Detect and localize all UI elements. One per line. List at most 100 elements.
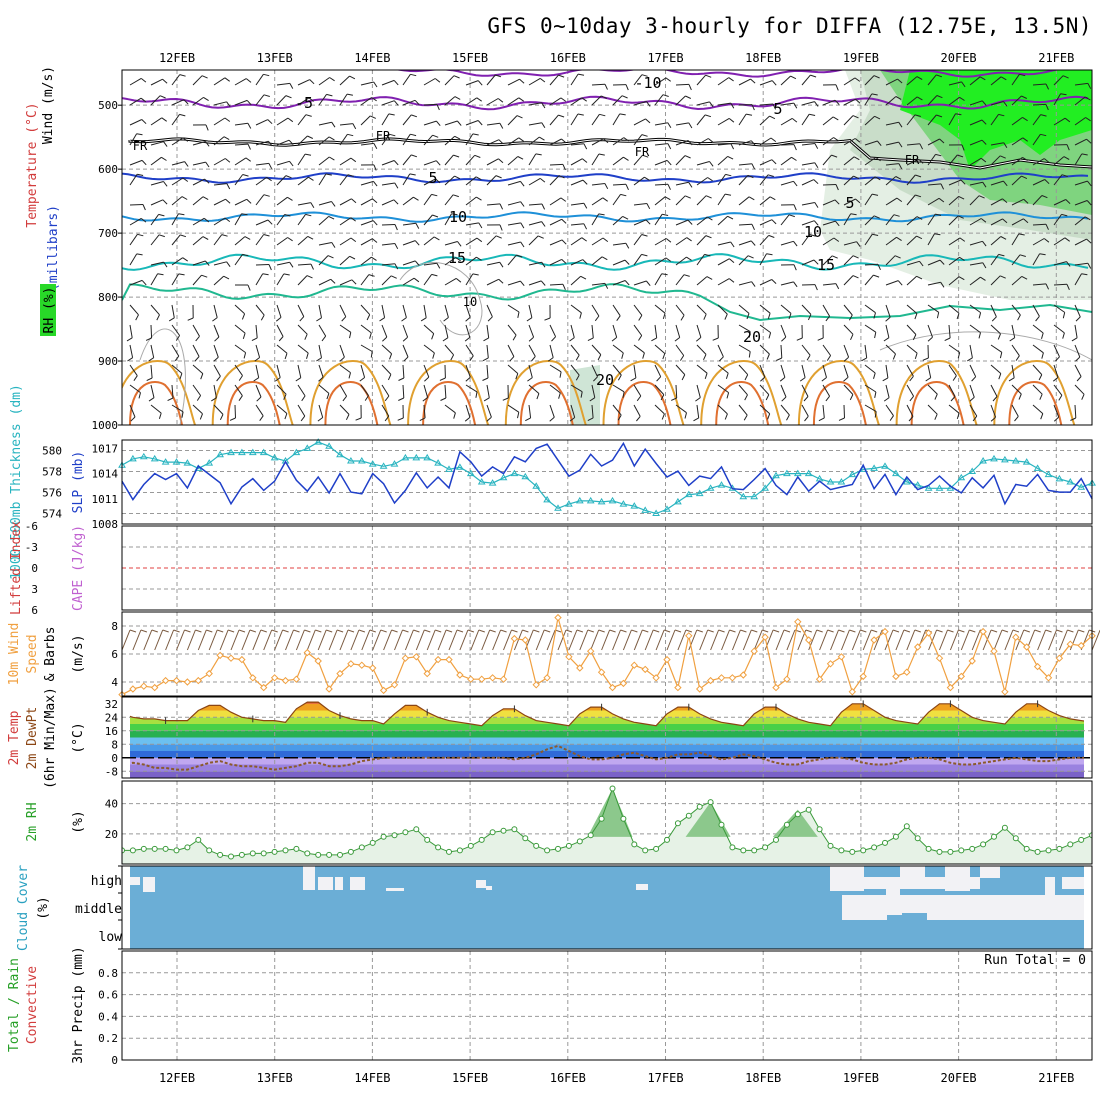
slp-tick: 1017 xyxy=(92,442,119,455)
pressure-tick: 600 xyxy=(98,163,118,176)
rh-point xyxy=(730,845,735,850)
cloud-gap xyxy=(335,877,343,890)
wind-barb xyxy=(844,405,845,418)
rh-point xyxy=(828,843,833,848)
stability-tick: 3 xyxy=(31,583,38,596)
upper-label-windtemp: Temperature (°C) xyxy=(25,102,40,227)
rh-point xyxy=(261,851,266,856)
rh-point xyxy=(1013,836,1018,841)
rh-point xyxy=(708,800,713,805)
rh-point xyxy=(686,813,691,818)
rh-point xyxy=(381,834,386,839)
rh-point xyxy=(774,837,779,842)
lifted-index-label: Lifted Index xyxy=(9,521,24,615)
cloud-gap xyxy=(972,895,1012,920)
cloud-level-label: low xyxy=(99,930,123,945)
rh-point xyxy=(588,833,593,838)
cloud-gap xyxy=(842,866,864,891)
upper-label-wind: Wind (m/s) xyxy=(41,66,56,144)
contour-label: 20 xyxy=(743,328,761,346)
precip-label-2: Convective xyxy=(25,966,40,1044)
slp-tick: 1011 xyxy=(92,493,119,506)
precip-tick: 0 xyxy=(111,1054,118,1067)
rh-point xyxy=(1035,849,1040,854)
rh-point xyxy=(752,848,757,853)
rh-point xyxy=(141,846,146,851)
temp-band xyxy=(130,771,1084,778)
rh-point xyxy=(599,816,604,821)
date-label-bottom: 21FEB xyxy=(1038,1071,1074,1085)
cloud-gap xyxy=(1062,877,1084,889)
cloud-gap xyxy=(486,886,492,890)
precip-label-1: Total / Rain xyxy=(7,958,22,1052)
rh-point xyxy=(447,849,452,854)
rh-point xyxy=(174,848,179,853)
cloud-gap xyxy=(318,877,333,890)
precip-tick: 0.4 xyxy=(98,1010,118,1023)
rh-point xyxy=(850,849,855,854)
rh-point xyxy=(479,837,484,842)
rh-point xyxy=(327,852,332,857)
wind-barb xyxy=(655,184,668,185)
date-label-bottom: 15FEB xyxy=(452,1071,488,1085)
wind-tick: 4 xyxy=(111,676,118,689)
wind-barb xyxy=(151,325,152,338)
rh-point xyxy=(294,846,299,851)
contour-label: 15 xyxy=(448,249,466,267)
contour-label: 5 xyxy=(773,100,782,118)
run-total: Run Total = 0 xyxy=(984,953,1086,968)
wind-barb xyxy=(823,185,836,186)
wind-barb xyxy=(550,284,563,285)
slp-tick: 1014 xyxy=(92,468,119,481)
temp-label-1: 2m Temp xyxy=(7,710,22,765)
rh-point xyxy=(152,846,157,851)
date-label-top: 14FEB xyxy=(354,51,390,65)
rh-point xyxy=(272,849,277,854)
contour-label: 20 xyxy=(596,371,614,389)
contour-label: 10 xyxy=(449,208,467,226)
upper-label-rh: RH (%) xyxy=(42,287,57,334)
slp-tick: 1008 xyxy=(92,518,119,531)
rh-point xyxy=(130,848,135,853)
date-label-bottom: 20FEB xyxy=(941,1071,977,1085)
rh-point xyxy=(239,852,244,857)
temp-tick: 8 xyxy=(111,738,118,751)
cloud-level-label: middle xyxy=(75,902,122,917)
rh-point xyxy=(817,827,822,832)
rh-point xyxy=(806,807,811,812)
rh-point xyxy=(861,848,866,853)
rh-point xyxy=(654,846,659,851)
temp-label-units: (°C) xyxy=(71,722,86,753)
wind-barb xyxy=(424,104,437,105)
rh-point xyxy=(283,848,288,853)
date-label-top: 12FEB xyxy=(159,51,195,65)
wind-barb xyxy=(676,84,689,85)
wind-barb xyxy=(865,264,878,265)
rh-point xyxy=(185,845,190,850)
contour-label: 5 xyxy=(845,194,854,212)
rh-point xyxy=(457,848,462,853)
contour-label: -5 xyxy=(295,94,313,112)
cloud-gap xyxy=(1045,877,1055,895)
temp-tick: 0 xyxy=(111,752,118,765)
precip-tick: 0.2 xyxy=(98,1032,118,1045)
temp-tick: -8 xyxy=(105,765,118,778)
cloud-label-units: (%) xyxy=(36,896,51,919)
cloud-gap xyxy=(970,877,980,889)
date-label-bottom: 12FEB xyxy=(159,1071,195,1085)
rh-point xyxy=(904,824,909,829)
rh-point xyxy=(468,843,473,848)
date-label-top: 19FEB xyxy=(843,51,879,65)
date-label-top: 20FEB xyxy=(941,51,977,65)
contour-label: 10 xyxy=(463,295,477,309)
rh-point xyxy=(883,840,888,845)
precip-tick: 0.8 xyxy=(98,967,118,980)
rh-point xyxy=(784,822,789,827)
rh-point xyxy=(370,840,375,845)
stability-tick: 0 xyxy=(31,562,38,575)
date-label-bottom: 14FEB xyxy=(354,1071,390,1085)
temp-label-2: 2m DewPt xyxy=(25,707,40,770)
wind-tick: 6 xyxy=(111,648,118,661)
wind-barb xyxy=(130,205,143,206)
